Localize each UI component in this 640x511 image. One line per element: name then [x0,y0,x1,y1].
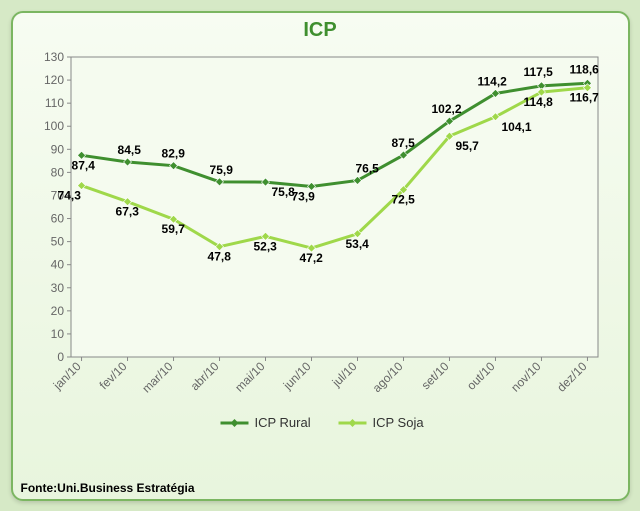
svg-text:47,2: 47,2 [299,251,323,265]
chart-title: ICP [13,19,628,42]
plot-area: 0102030405060708090100110120130jan/10fev… [53,53,608,413]
svg-text:110: 110 [44,96,63,110]
svg-text:114,2: 114,2 [477,74,507,88]
svg-text:ICP Soja: ICP Soja [372,415,424,430]
svg-text:nov/10: nov/10 [508,358,544,394]
svg-text:84,5: 84,5 [117,143,141,157]
svg-text:76,5: 76,5 [355,161,379,175]
chart-card: ICP 0102030405060708090100110120130jan/1… [11,11,630,501]
svg-text:set/10: set/10 [418,359,451,392]
chart-svg: 0102030405060708090100110120130jan/10fev… [53,53,608,453]
svg-text:120: 120 [43,73,63,87]
svg-text:87,5: 87,5 [391,136,415,150]
svg-text:60: 60 [50,211,64,225]
svg-text:73,9: 73,9 [291,189,315,203]
svg-text:74,3: 74,3 [57,188,81,202]
svg-text:130: 130 [43,50,63,64]
svg-text:out/10: out/10 [464,358,498,392]
svg-text:104,1: 104,1 [501,119,531,133]
svg-text:50: 50 [50,234,64,248]
svg-text:ago/10: ago/10 [369,358,405,394]
svg-text:87,4: 87,4 [71,158,95,172]
svg-text:90: 90 [50,142,64,156]
source-label: Fonte:Uni.Business Estratégia [21,481,195,495]
svg-text:117,5: 117,5 [523,64,553,78]
svg-text:95,7: 95,7 [455,139,479,153]
svg-text:ICP Rural: ICP Rural [254,415,310,430]
svg-text:80: 80 [50,165,64,179]
svg-text:20: 20 [50,303,64,317]
svg-text:0: 0 [57,350,64,364]
svg-text:abr/10: abr/10 [187,358,221,392]
svg-text:67,3: 67,3 [115,204,139,218]
svg-text:52,3: 52,3 [253,239,277,253]
svg-text:53,4: 53,4 [345,236,369,250]
svg-text:jun/10: jun/10 [279,358,313,392]
svg-text:mar/10: mar/10 [139,358,176,395]
svg-text:jan/10: jan/10 [49,358,83,392]
svg-text:dez/10: dez/10 [554,358,590,394]
svg-text:82,9: 82,9 [161,146,185,160]
svg-text:114,8: 114,8 [523,95,553,109]
svg-text:75,9: 75,9 [209,162,233,176]
svg-text:118,6: 118,6 [569,62,599,76]
svg-text:116,7: 116,7 [569,90,599,104]
svg-text:102,2: 102,2 [431,102,461,116]
svg-text:100: 100 [43,119,63,133]
svg-text:30: 30 [50,280,64,294]
svg-text:mai/10: mai/10 [232,359,268,395]
svg-text:72,5: 72,5 [391,192,415,206]
svg-text:47,8: 47,8 [207,249,231,263]
svg-text:59,7: 59,7 [161,222,185,236]
svg-text:jul/10: jul/10 [328,358,359,389]
svg-text:fev/10: fev/10 [96,359,129,392]
svg-text:40: 40 [50,257,64,271]
svg-text:10: 10 [50,326,64,340]
